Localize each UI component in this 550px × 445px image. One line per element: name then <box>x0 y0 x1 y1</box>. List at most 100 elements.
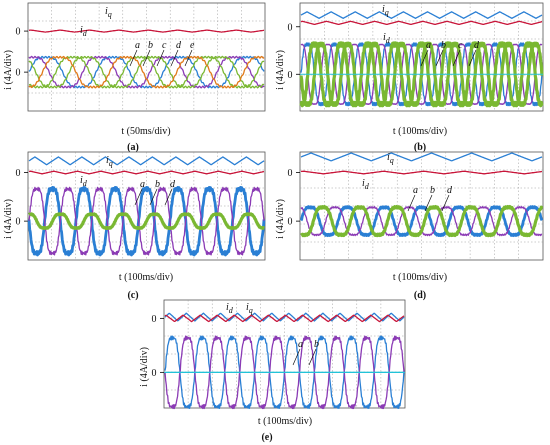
curve-label-iq: iq <box>106 155 113 168</box>
leader-b <box>142 49 151 67</box>
panel-4: 00i (4A/div)id iqa bt (100ms/div)(e) <box>139 299 406 443</box>
leader-a <box>407 194 416 212</box>
curve-label-subscript: q <box>108 10 112 19</box>
leader-b <box>149 188 158 206</box>
series-id-line <box>28 170 265 175</box>
series-a-line <box>28 55 265 89</box>
curve-label-b: b <box>155 179 160 190</box>
curve-label-subscript: d <box>386 36 391 45</box>
x-axis-label: t (100ms/div) <box>258 416 312 427</box>
curve-label-iq: iq <box>387 152 394 165</box>
leader-d <box>170 49 179 67</box>
curve-label-a: a <box>413 185 418 196</box>
curve-label-d: d <box>447 185 453 196</box>
curve-label-e: e <box>190 40 195 51</box>
curve-label-id: id <box>80 175 88 188</box>
curve-label-d: d <box>176 40 182 51</box>
leader-d <box>441 194 450 212</box>
curve-label-a: a <box>298 339 303 350</box>
x-axis-label: t (100ms/div) <box>393 272 447 283</box>
x-axis-label: t (100ms/div) <box>119 272 173 283</box>
series-e-line <box>28 55 265 89</box>
series-id-line <box>300 170 543 175</box>
series-id-line <box>300 20 543 26</box>
curve-label-id: id <box>226 302 234 315</box>
curve-label-subscript: d <box>229 306 234 315</box>
y-axis-label: i (4A/div) <box>275 50 286 90</box>
curve-label-subscript: d <box>83 179 88 188</box>
series-iq-line <box>28 156 265 166</box>
panel-label: (a) <box>127 142 139 153</box>
panel-label: (e) <box>261 432 272 443</box>
leader-a <box>129 49 138 67</box>
series-b-line <box>28 186 265 256</box>
series-d-line <box>299 41 544 108</box>
zero-label: 0 <box>16 68 21 79</box>
leader-c <box>156 49 165 67</box>
curve-label-subscript: q <box>109 159 113 168</box>
zero-label: 0 <box>288 70 293 81</box>
curve-label-subscript: q <box>385 8 389 17</box>
x-axis-label: t (50ms/div) <box>121 126 170 137</box>
curve-label-id: id <box>383 32 391 45</box>
curve-label-subscript: q <box>249 306 253 315</box>
curve-label-subscript: d <box>83 29 88 38</box>
panel-label: (d) <box>414 290 426 301</box>
series-id-line <box>164 314 405 323</box>
series-c-line <box>299 41 544 107</box>
x-axis-label: t (100ms/div) <box>393 126 447 137</box>
curve-label-subscript: q <box>390 156 394 165</box>
curve-label-subscript: d <box>365 182 370 191</box>
curve-label-a: a <box>140 179 145 190</box>
leader-e <box>184 49 193 67</box>
series-iq-line <box>300 152 543 162</box>
curve-label-c: c <box>458 40 463 51</box>
curve-label-d: d <box>474 40 480 51</box>
y-axis-label: i (4A/div) <box>3 199 14 239</box>
panel-label: (b) <box>414 142 426 153</box>
curve-label-iq: iq <box>105 6 112 19</box>
zero-label: 0 <box>16 168 21 179</box>
curve-label-id: id <box>80 25 88 38</box>
zero-label: 0 <box>288 217 293 228</box>
curve-label-b: b <box>314 339 319 350</box>
series-d-line <box>28 212 266 230</box>
curve-label-a: a <box>135 40 140 51</box>
curve-label-b: b <box>148 40 153 51</box>
curve-label-iq: iq <box>382 4 389 17</box>
zero-label: 0 <box>152 368 157 379</box>
y-axis-label: i (4A/div) <box>139 347 150 387</box>
curve-label-b: b <box>430 185 435 196</box>
curve-label-c: c <box>162 40 167 51</box>
curve-label-d: d <box>170 179 176 190</box>
curve-label-id: id <box>362 178 370 191</box>
leader-a <box>292 348 301 366</box>
leader-b <box>424 194 433 212</box>
zero-label: 0 <box>16 217 21 228</box>
curve-label-iq: iq <box>246 302 253 315</box>
leader-c <box>452 49 461 67</box>
leader-b <box>308 348 317 366</box>
series-d-line <box>300 205 544 238</box>
leader-a <box>134 188 143 206</box>
y-axis-label: i (4A/div) <box>3 50 14 90</box>
leader-b <box>435 49 444 67</box>
curve-label-b: b <box>441 40 446 51</box>
series-iq-line <box>300 11 543 19</box>
zero-label: 0 <box>288 168 293 179</box>
panel-label: (c) <box>127 290 138 301</box>
y-axis-label: i (4A/div) <box>275 199 286 239</box>
zero-label: 0 <box>152 314 157 325</box>
leader-a <box>420 49 429 67</box>
curve-label-a: a <box>426 40 431 51</box>
leader-d <box>164 188 173 206</box>
leader-d <box>468 49 477 67</box>
series-id-line <box>28 29 265 33</box>
series-b-line <box>300 43 543 105</box>
series-a-line <box>27 185 266 257</box>
